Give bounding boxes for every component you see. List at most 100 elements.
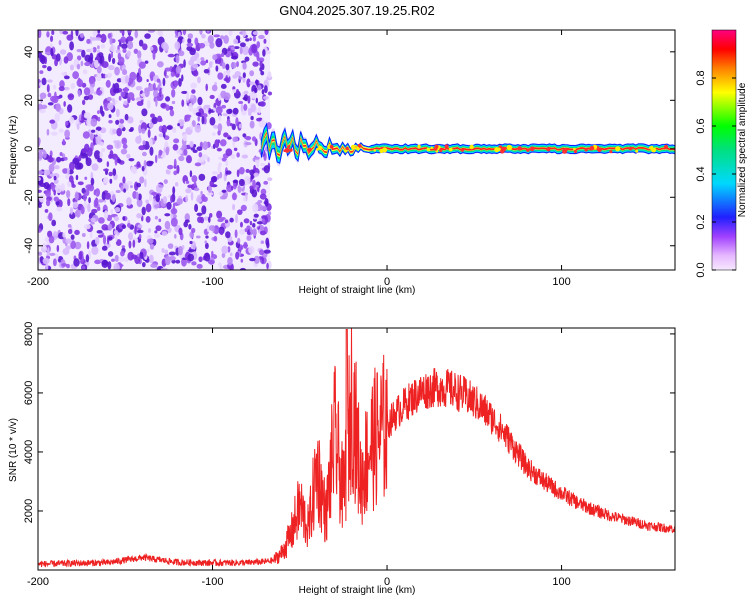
noise-speck — [155, 194, 160, 203]
noise-speck — [196, 76, 201, 84]
noise-speck — [77, 89, 81, 97]
noise-speck — [196, 196, 203, 203]
noise-speck — [165, 146, 170, 156]
noise-speck — [85, 254, 90, 263]
noise-speck — [137, 224, 143, 228]
spectrogram-xtick-label: -200 — [27, 276, 49, 288]
noise-speck — [70, 240, 76, 250]
noise-speck — [98, 217, 105, 224]
noise-speck — [58, 128, 64, 133]
noise-speck — [108, 120, 113, 124]
signal-blob — [345, 146, 349, 151]
noise-speck — [216, 210, 223, 219]
noise-speck — [165, 104, 170, 111]
noise-speck — [171, 88, 176, 98]
noise-speck — [230, 153, 236, 160]
noise-speck — [134, 254, 141, 265]
noise-speck — [101, 110, 105, 117]
noise-speck — [243, 241, 248, 249]
snr-ylabel: SNR (10 * v/v) — [8, 418, 19, 482]
noise-speck — [176, 149, 183, 155]
noise-speck — [74, 229, 80, 236]
noise-speck — [48, 163, 55, 173]
noise-speck — [82, 131, 90, 139]
noise-speck — [186, 91, 190, 101]
noise-speck — [65, 120, 69, 126]
noise-speck — [252, 36, 257, 42]
noise-speck — [232, 74, 238, 79]
noise-speck — [173, 214, 177, 219]
noise-speck — [238, 178, 245, 187]
noise-speck — [198, 42, 206, 49]
noise-speck — [264, 30, 269, 36]
noise-speck — [93, 59, 99, 69]
noise-speck — [225, 231, 231, 239]
noise-speck — [219, 229, 224, 236]
noise-speck — [52, 258, 57, 267]
noise-speck — [142, 43, 148, 51]
noise-speck — [219, 195, 227, 200]
noise-speck — [175, 54, 180, 64]
noise-speck — [42, 257, 50, 265]
noise-speck — [122, 48, 127, 54]
noise-speck — [56, 53, 61, 62]
noise-speck — [173, 158, 177, 168]
noise-speck — [192, 149, 198, 154]
noise-speck — [141, 165, 145, 172]
noise-speck — [263, 180, 269, 185]
noise-speck — [267, 71, 272, 79]
noise-speck — [178, 36, 184, 40]
signal-core-yellow — [261, 130, 675, 158]
noise-speck — [136, 86, 141, 91]
noise-speck — [223, 92, 231, 101]
noise-speck — [146, 238, 154, 244]
noise-speck — [243, 90, 249, 95]
signal-blob — [546, 147, 551, 152]
noise-speck — [213, 107, 216, 112]
noise-speck — [158, 218, 162, 223]
noise-speck — [195, 235, 201, 239]
noise-speck — [216, 147, 222, 152]
noise-speck — [46, 84, 50, 93]
noise-speck — [184, 114, 192, 118]
noise-speck — [250, 91, 257, 100]
noise-speck — [151, 116, 158, 125]
noise-speck — [141, 128, 146, 134]
noise-speck — [251, 189, 258, 198]
noise-speck — [203, 69, 210, 74]
noise-speck — [218, 114, 222, 122]
noise-speck — [50, 183, 54, 190]
snr-ytick-label: 6000 — [23, 381, 35, 405]
noise-speck — [243, 103, 248, 111]
noise-speck — [220, 83, 227, 89]
noise-speck — [190, 82, 198, 89]
noise-speck — [83, 95, 90, 101]
noise-speck — [120, 148, 128, 155]
noise-speck — [55, 103, 61, 112]
spectrogram-xlabel: Height of straight line (km) — [299, 285, 416, 296]
signal-halo-cyan — [260, 122, 675, 165]
noise-speck — [101, 245, 108, 251]
noise-speck — [81, 99, 86, 106]
noise-speck — [106, 161, 110, 168]
snr-panel: -200 -100 0 100 2000 4000 6000 8000 Height of s… — [8, 322, 676, 596]
noise-speck — [158, 149, 163, 156]
noise-speck — [48, 235, 55, 244]
noise-speck — [167, 243, 174, 249]
noise-speck — [244, 136, 252, 140]
noise-speck — [90, 217, 96, 222]
noise-speck — [148, 123, 154, 129]
noise-speck — [236, 61, 239, 68]
noise-speck — [122, 176, 126, 184]
colorbar-tick-label: 0.4 — [695, 166, 707, 181]
noise-speck — [149, 46, 154, 51]
noise-speck — [191, 261, 197, 266]
noise-speck — [149, 243, 155, 250]
noise-speck — [246, 231, 251, 235]
noise-speck — [42, 150, 47, 159]
noise-speck — [74, 191, 79, 201]
noise-speck — [249, 70, 255, 77]
noise-speck — [54, 164, 60, 170]
noise-speck — [257, 84, 262, 91]
